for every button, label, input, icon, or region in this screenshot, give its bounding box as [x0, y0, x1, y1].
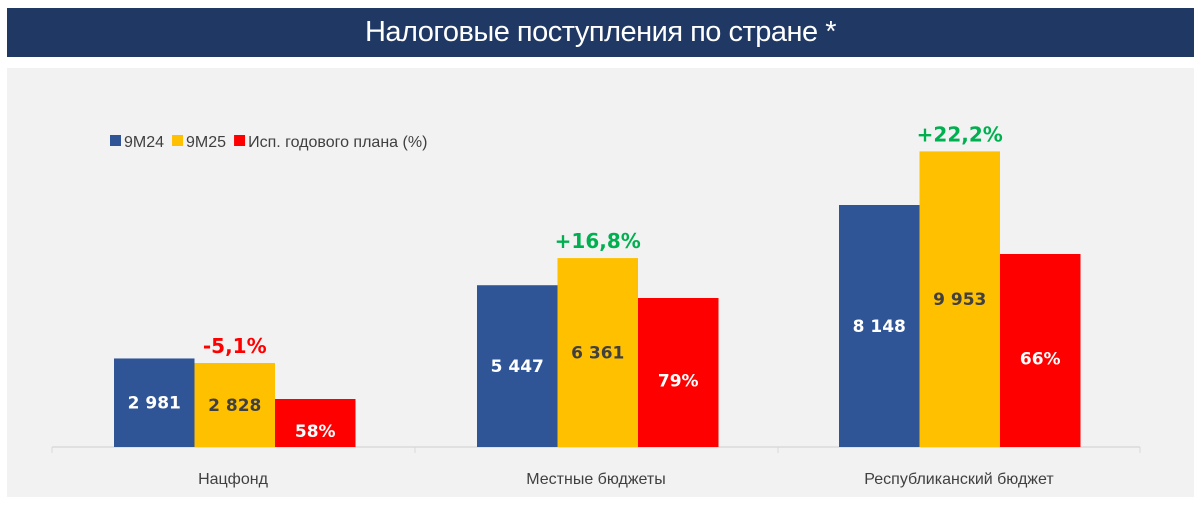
data-label: 79% [658, 372, 699, 392]
data-label: 58% [295, 422, 336, 442]
legend-label: 9M24 [124, 134, 164, 151]
category-label: Местные бюджеты [526, 471, 665, 488]
legend-swatch [110, 135, 121, 146]
data-label: 8 148 [853, 317, 906, 337]
legend-swatch [234, 135, 246, 146]
legend-swatch [172, 135, 184, 146]
change-label: -5,1% [203, 334, 267, 358]
bar-9m25 [919, 151, 1000, 448]
data-label: 2 981 [128, 394, 181, 414]
bar-9m24 [477, 285, 558, 447]
data-label: 9 953 [933, 290, 986, 310]
bar-9m24 [839, 205, 920, 447]
bar-9m25 [194, 363, 275, 447]
legend-label: Исп. годового плана (%) [248, 134, 427, 151]
change-label: +16,8% [555, 229, 641, 253]
category-label: Нацфонд [198, 471, 269, 488]
data-label: 66% [1020, 350, 1061, 370]
chart-title: Налоговые поступления по стране * [364, 16, 837, 48]
bar-plan-execution [638, 298, 719, 447]
bar-9m25 [557, 258, 638, 447]
legend-label: 9M25 [186, 134, 226, 151]
change-label: +22,2% [917, 122, 1003, 146]
bar-plan-execution [1000, 254, 1081, 447]
data-label: 2 828 [208, 396, 261, 416]
data-label: 6 361 [571, 344, 624, 364]
bar-plan-execution [275, 399, 356, 447]
chart-title-banner: Налоговые поступления по стране * [7, 8, 1194, 57]
bar-9m24 [114, 358, 195, 447]
category-label: Республиканский бюджет [864, 471, 1054, 488]
data-label: 5 447 [491, 357, 544, 377]
